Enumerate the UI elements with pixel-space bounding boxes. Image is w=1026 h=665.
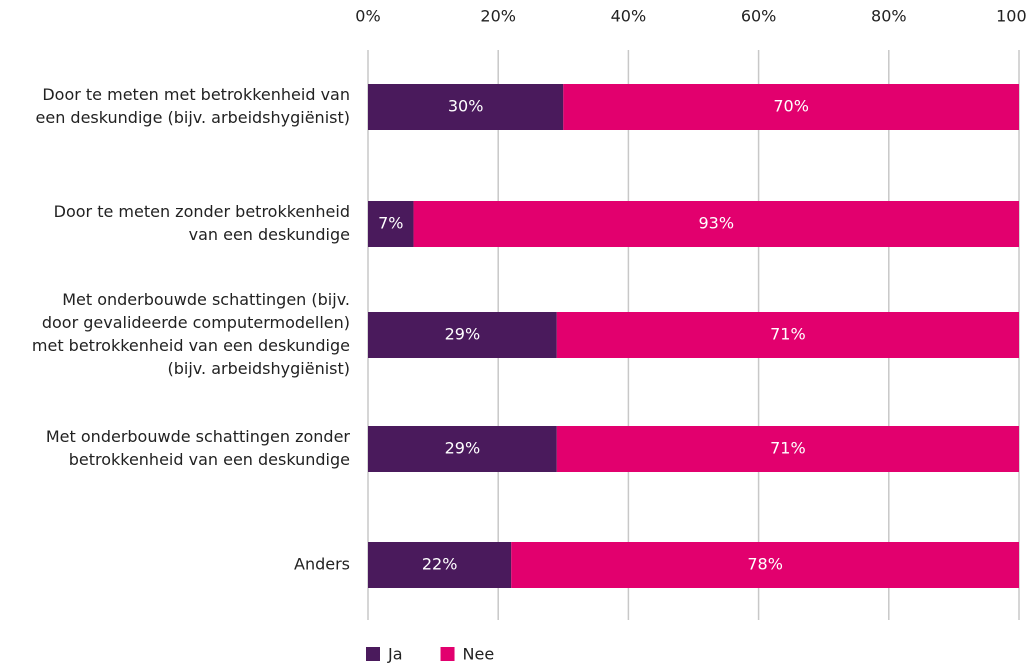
x-tick-label: 80% bbox=[871, 7, 907, 26]
category-label: een deskundige (bijv. arbeidshygiënist) bbox=[36, 108, 351, 127]
bar-segment bbox=[368, 542, 512, 588]
value-label: 30% bbox=[448, 97, 484, 116]
bar-segment bbox=[368, 426, 557, 472]
value-label: 22% bbox=[422, 555, 458, 574]
category-label: met betrokkenheid van een deskundige bbox=[32, 336, 350, 355]
category-label: Door te meten zonder betrokkenheid bbox=[54, 202, 350, 221]
bar-segment bbox=[368, 312, 557, 358]
category-label: door gevalideerde computermodellen) bbox=[42, 313, 350, 332]
value-label: 29% bbox=[445, 325, 481, 344]
legend-swatch bbox=[440, 647, 455, 661]
category-label: Met onderbouwde schattingen (bijv. bbox=[62, 290, 350, 309]
x-tick-label: 0% bbox=[355, 7, 380, 26]
bar-segment bbox=[413, 201, 1019, 247]
bar-segment bbox=[511, 542, 1019, 588]
value-label: 70% bbox=[773, 97, 809, 116]
x-tick-label: 20% bbox=[480, 7, 516, 26]
value-label: 7% bbox=[378, 214, 403, 233]
value-label: 29% bbox=[445, 439, 481, 458]
value-label: 78% bbox=[747, 555, 783, 574]
legend-label: Nee bbox=[463, 645, 495, 664]
category-label: (bijv. arbeidshygiënist) bbox=[168, 359, 351, 378]
category-label: betrokkenheid van een deskundige bbox=[69, 450, 350, 469]
bar-segment bbox=[556, 312, 1019, 358]
category-label: Anders bbox=[294, 555, 350, 574]
category-label: Met onderbouwde schattingen zonder bbox=[46, 427, 351, 446]
category-label: van een deskundige bbox=[189, 225, 350, 244]
x-tick-label: 40% bbox=[611, 7, 647, 26]
legend-swatch bbox=[366, 647, 380, 661]
bar-segment bbox=[563, 84, 1019, 130]
bar-segment bbox=[368, 201, 414, 247]
legend-label: Ja bbox=[387, 645, 403, 664]
value-label: 93% bbox=[699, 214, 735, 233]
category-label: Door te meten met betrokkenheid van bbox=[42, 85, 350, 104]
x-tick-label: 60% bbox=[741, 7, 777, 26]
value-label: 71% bbox=[770, 325, 806, 344]
x-tick-label: 100% bbox=[996, 7, 1026, 26]
bar-segment bbox=[368, 84, 564, 130]
bar-segment bbox=[556, 426, 1019, 472]
value-label: 71% bbox=[770, 439, 806, 458]
